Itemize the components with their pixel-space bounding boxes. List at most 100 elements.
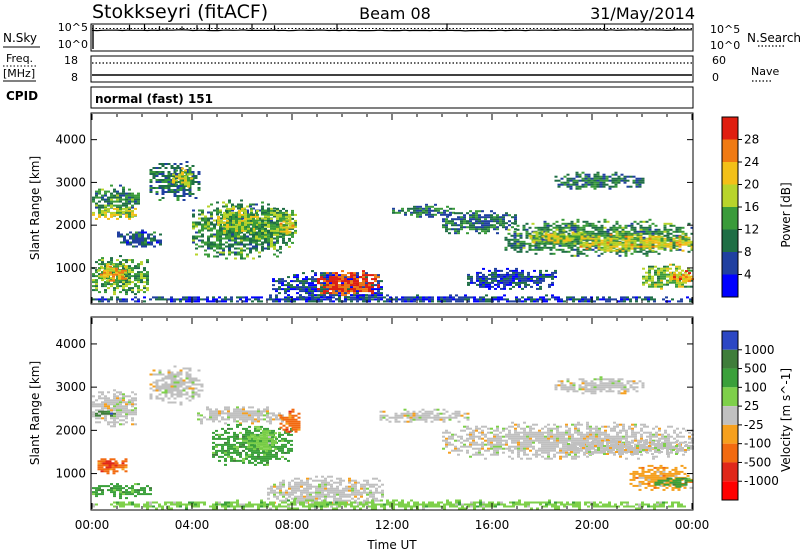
range-time-cell — [684, 281, 687, 284]
range-time-cell — [543, 238, 547, 241]
range-time-cell — [645, 281, 648, 284]
range-time-cell — [252, 233, 255, 236]
range-time-cell — [529, 235, 533, 238]
range-time-cell — [131, 405, 134, 408]
range-time-cell — [503, 283, 506, 286]
range-time-cell — [173, 365, 177, 368]
range-time-cell — [173, 191, 177, 193]
range-time-cell — [657, 241, 661, 244]
range-time-cell — [158, 298, 161, 301]
range-time-cell — [500, 287, 503, 290]
range-time-cell — [106, 267, 109, 270]
range-time-cell — [550, 235, 554, 238]
range-time-cell — [113, 415, 116, 418]
range-time-cell — [260, 300, 263, 303]
range-time-cell — [452, 211, 455, 214]
range-time-cell — [530, 300, 533, 303]
range-time-cell — [596, 183, 600, 186]
range-time-cell — [210, 233, 213, 236]
range-time-cell — [576, 248, 580, 251]
range-time-cell — [525, 232, 529, 235]
range-time-cell — [134, 267, 137, 270]
range-time-cell — [338, 278, 341, 281]
range-time-cell — [242, 414, 245, 417]
range-time-cell — [440, 211, 443, 214]
range-time-cell — [176, 189, 180, 191]
range-time-cell — [660, 281, 663, 284]
range-time-cell — [213, 249, 216, 252]
range-time-cell — [254, 296, 257, 299]
range-time-cell — [122, 419, 125, 422]
range-time-cell — [125, 403, 128, 406]
range-time-cell — [609, 234, 613, 237]
range-time-cell — [587, 183, 591, 186]
range-time-cell — [562, 229, 566, 232]
range-time-cell — [255, 227, 258, 230]
range-time-cell — [536, 281, 539, 284]
range-time-cell — [212, 435, 215, 438]
range-time-cell — [639, 237, 643, 240]
range-time-cell — [638, 179, 642, 182]
range-time-cell — [238, 223, 241, 226]
range-time-cell — [252, 257, 255, 260]
range-time-cell — [104, 200, 107, 203]
range-time-cell — [530, 275, 533, 278]
range-time-cell — [624, 236, 628, 239]
range-time-cell — [482, 300, 485, 303]
range-time-cell — [118, 277, 121, 280]
range-time-cell — [621, 241, 625, 244]
range-time-cell — [509, 283, 512, 286]
range-time-cell — [137, 192, 140, 195]
range-time-cell — [233, 418, 236, 421]
range-time-cell — [216, 213, 219, 216]
range-time-cell — [182, 393, 186, 396]
range-time-cell — [125, 206, 128, 209]
range-time-cell — [194, 383, 198, 386]
range-time-cell — [639, 235, 643, 238]
range-time-cell — [256, 209, 259, 212]
range-time-cell — [678, 237, 682, 240]
range-time-cell — [291, 222, 295, 225]
range-time-cell — [134, 393, 137, 396]
range-time-cell — [159, 233, 162, 236]
range-time-cell — [101, 259, 104, 262]
range-time-cell — [258, 255, 261, 258]
range-time-cell — [219, 253, 222, 256]
range-time-cell — [374, 280, 377, 283]
range-time-cell — [204, 227, 207, 230]
range-time-cell — [540, 232, 544, 235]
range-time-cell — [241, 219, 244, 222]
range-time-cell — [98, 403, 101, 406]
range-time-cell — [454, 224, 457, 227]
range-time-cell — [258, 235, 261, 238]
range-time-cell — [221, 298, 224, 301]
range-time-cell — [98, 391, 101, 394]
range-time-cell — [626, 175, 630, 178]
range-time-cell — [101, 188, 104, 191]
range-time-cell — [594, 228, 598, 231]
range-time-cell — [213, 245, 216, 248]
range-time-cell — [112, 267, 115, 270]
range-time-cell — [113, 194, 116, 197]
range-time-cell — [551, 271, 554, 274]
range-time-cell — [118, 269, 121, 272]
range-time-cell — [410, 296, 413, 299]
range-time-cell — [122, 298, 125, 301]
range-time-cell — [244, 217, 247, 220]
range-time-cell — [155, 395, 159, 398]
range-time-cell — [549, 240, 553, 243]
range-time-cell — [178, 173, 181, 176]
range-time-cell — [487, 230, 490, 233]
range-time-cell — [170, 191, 174, 193]
range-time-cell — [252, 217, 255, 220]
range-time-cell — [125, 212, 128, 215]
range-time-cell — [134, 207, 137, 210]
range-time-cell — [182, 389, 186, 392]
range-time-cell — [282, 215, 285, 218]
range-time-cell — [279, 230, 283, 233]
range-time-cell — [273, 233, 276, 236]
range-time-cell — [213, 235, 216, 238]
range-time-cell — [448, 222, 451, 225]
range-time-cell — [251, 420, 254, 423]
range-time-cell — [469, 214, 472, 217]
